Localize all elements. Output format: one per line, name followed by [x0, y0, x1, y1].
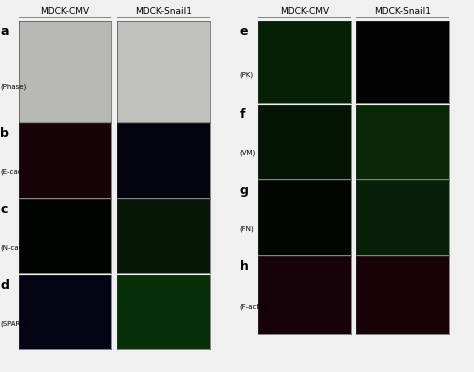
Text: MDCK-CMV: MDCK-CMV: [41, 7, 90, 16]
Text: MDCK-Snail1: MDCK-Snail1: [374, 7, 431, 16]
Text: (FN): (FN): [240, 225, 255, 232]
Text: (E-cad): (E-cad): [0, 168, 25, 175]
Text: MDCK-CMV: MDCK-CMV: [280, 7, 329, 16]
Text: c: c: [0, 203, 8, 216]
Text: MDCK-Snail1: MDCK-Snail1: [135, 7, 192, 16]
Text: (Phase): (Phase): [0, 83, 27, 90]
Text: b: b: [0, 127, 9, 140]
Text: f: f: [240, 108, 246, 121]
Text: a: a: [0, 25, 9, 38]
Text: d: d: [0, 279, 9, 292]
Text: (N-cad): (N-cad): [0, 244, 26, 251]
Text: e: e: [240, 25, 248, 38]
Text: (VM): (VM): [240, 150, 256, 156]
Text: g: g: [240, 184, 249, 197]
Text: (F-actin): (F-actin): [240, 304, 269, 310]
Text: (PK): (PK): [240, 71, 254, 78]
Text: (SPARC): (SPARC): [0, 320, 28, 327]
Text: h: h: [240, 260, 249, 273]
